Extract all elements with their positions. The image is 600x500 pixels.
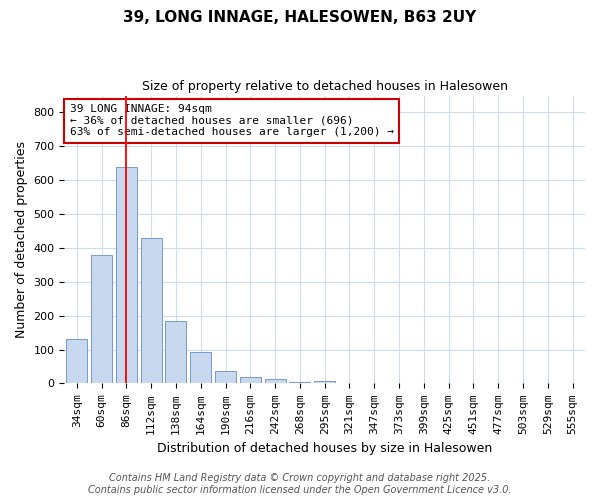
Bar bbox=[314, 380, 335, 384]
Bar bbox=[265, 380, 286, 384]
Bar bbox=[190, 352, 211, 384]
Bar bbox=[240, 378, 261, 384]
X-axis label: Distribution of detached houses by size in Halesowen: Distribution of detached houses by size … bbox=[157, 442, 493, 455]
Title: Size of property relative to detached houses in Halesowen: Size of property relative to detached ho… bbox=[142, 80, 508, 93]
Bar bbox=[116, 166, 137, 384]
Bar bbox=[215, 370, 236, 384]
Bar bbox=[166, 321, 187, 384]
Bar bbox=[140, 238, 162, 384]
Bar bbox=[66, 340, 88, 384]
Text: 39, LONG INNAGE, HALESOWEN, B63 2UY: 39, LONG INNAGE, HALESOWEN, B63 2UY bbox=[124, 10, 476, 25]
Text: Contains HM Land Registry data © Crown copyright and database right 2025.
Contai: Contains HM Land Registry data © Crown c… bbox=[88, 474, 512, 495]
Bar bbox=[91, 254, 112, 384]
Text: 39 LONG INNAGE: 94sqm
← 36% of detached houses are smaller (696)
63% of semi-det: 39 LONG INNAGE: 94sqm ← 36% of detached … bbox=[70, 104, 394, 138]
Bar bbox=[289, 382, 310, 384]
Y-axis label: Number of detached properties: Number of detached properties bbox=[15, 141, 28, 338]
